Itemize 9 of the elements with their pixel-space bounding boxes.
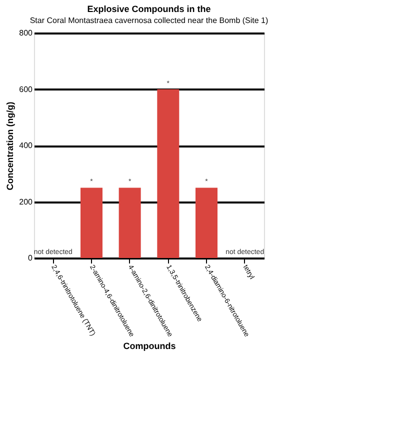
y-tick-label: 0 xyxy=(28,254,34,262)
y-tick-label: 600 xyxy=(19,84,34,94)
y-tick-label: 400 xyxy=(19,141,34,150)
y-tick-label: 200 xyxy=(19,197,34,206)
y-axis-title: Concentration (ng/g) xyxy=(5,102,16,190)
y-tick-label: 800 xyxy=(19,28,34,38)
chart-subtitle: Star Coral Montastraea cavernosa collected near the Bomb (Site 1) xyxy=(30,16,269,25)
x-axis-title: Compounds xyxy=(123,340,176,351)
chart-title: Explosive Compounds in the xyxy=(87,4,211,14)
